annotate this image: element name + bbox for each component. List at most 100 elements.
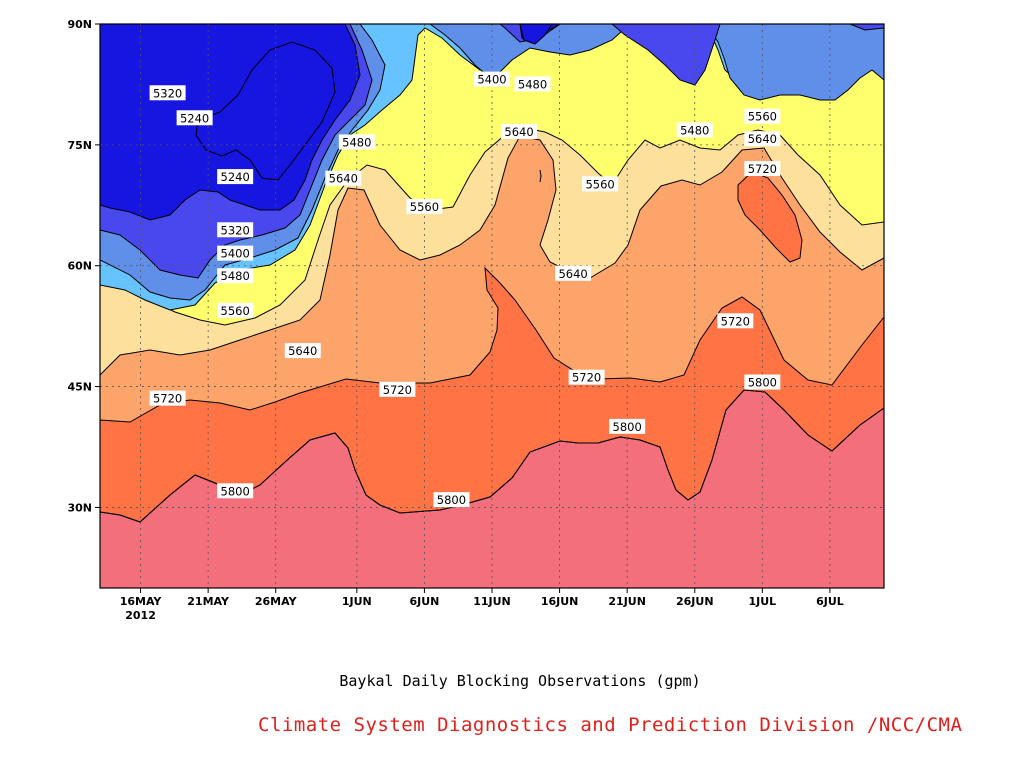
contour-label-bg-4 (217, 245, 254, 261)
contour-label-bg-23 (744, 108, 781, 124)
contour-label-bg-14 (433, 492, 470, 508)
contour-label-bg-16 (514, 76, 551, 92)
contour-label-26: 5720 (717, 313, 754, 329)
y-tick-label-0: 30N (67, 501, 92, 514)
contour-label-14: 5800 (433, 492, 470, 508)
x-tick-label-8: 26JUN (676, 595, 714, 608)
contour-label-24: 5640 (744, 131, 781, 147)
contour-label-text-16: 5480 (518, 77, 547, 91)
y-tick-label-1: 45N (67, 381, 92, 394)
y-tick-label-3: 75N (67, 139, 92, 152)
contour-label-bg-20 (568, 369, 605, 385)
contour-label-17: 5640 (501, 123, 538, 139)
contour-label-text-14: 5800 (437, 493, 466, 507)
x-tick-label-6: 16JUN (541, 595, 579, 608)
contour-label-bg-11 (325, 170, 362, 186)
contour-label-text-20: 5720 (572, 371, 601, 385)
contour-label-text-18: 5560 (585, 177, 614, 191)
contour-label-22: 5480 (676, 122, 713, 138)
contour-label-text-27: 5800 (748, 376, 777, 390)
contour-5240-cell-b (519, 24, 553, 45)
y-tick-label-4: 90N (67, 18, 92, 31)
contour-label-bg-25 (744, 161, 781, 177)
contour-label-0: 5320 (149, 85, 186, 101)
contour-label-text-1: 5240 (180, 111, 209, 125)
contour-label-1: 5240 (176, 110, 213, 126)
contour-label-19: 5640 (555, 265, 592, 281)
contour-label-bg-8 (149, 390, 186, 406)
contour-label-text-3: 5320 (221, 223, 250, 237)
contour-label-text-22: 5480 (680, 123, 709, 137)
contour-label-4: 5400 (217, 245, 254, 261)
contour-label-bg-13 (379, 381, 416, 397)
contour-label-bg-22 (676, 122, 713, 138)
contour-label-6: 5560 (217, 302, 254, 318)
contour-label-text-8: 5720 (153, 392, 182, 406)
contour-label-bg-0 (149, 85, 186, 101)
contour-label-8: 5720 (149, 390, 186, 406)
contour-label-9: 5800 (217, 483, 254, 499)
contour-label-text-17: 5640 (504, 125, 533, 139)
contour-label-21: 5800 (609, 418, 646, 434)
x-tick-sublabel-0: 2012 (125, 609, 156, 622)
contour-label-bg-27 (744, 374, 781, 390)
x-tick-label-9: 1JUL (748, 595, 776, 608)
contour-label-text-23: 5560 (748, 110, 777, 124)
contour-label-20: 5720 (568, 369, 605, 385)
contour-label-25: 5720 (744, 161, 781, 177)
contour-label-bg-26 (717, 313, 754, 329)
contour-label-13: 5720 (379, 381, 416, 397)
contour-label-bg-9 (217, 483, 254, 499)
x-tick-label-5: 11JUN (473, 595, 511, 608)
contour-label-text-4: 5400 (221, 247, 250, 261)
contour-label-3: 5320 (217, 222, 254, 238)
contour-label-text-7: 5640 (288, 344, 317, 358)
contour-label-bg-7 (284, 343, 321, 359)
contour-5720-closed (737, 171, 803, 263)
contour-label-bg-24 (744, 131, 781, 147)
contour-label-bg-17 (501, 123, 538, 139)
contour-label-16: 5480 (514, 76, 551, 92)
contour-label-bg-6 (217, 302, 254, 318)
contour-label-text-24: 5640 (748, 132, 777, 146)
contour-label-text-2: 5240 (221, 170, 250, 184)
contour-label-text-0: 5320 (153, 86, 182, 100)
contour-label-2: 5240 (217, 169, 254, 185)
contour-label-text-11: 5640 (329, 172, 358, 186)
contour-label-text-5: 5480 (221, 269, 250, 283)
credit-line: Climate System Diagnostics and Predictio… (258, 714, 963, 736)
contour-label-text-26: 5720 (721, 314, 750, 328)
contour-label-bg-10 (338, 134, 375, 150)
contour-label-bg-18 (582, 176, 619, 192)
contour-label-text-9: 5800 (221, 484, 250, 498)
contour-label-23: 5560 (744, 108, 781, 124)
contour-label-bg-19 (555, 265, 592, 281)
contour-label-bg-15 (474, 71, 510, 87)
x-tick-label-3: 1JUN (342, 595, 372, 608)
contour-label-11: 5640 (325, 170, 362, 186)
contour-label-7: 5640 (284, 343, 321, 359)
x-tick-label-10: 6JUL (816, 595, 844, 608)
contour-labels: 5320 5240 5240 5320 5400 5480 5560 5640 5720 5800… (149, 71, 781, 508)
contour-label-18: 5560 (582, 176, 619, 192)
contour-label-12: 5560 (406, 198, 443, 214)
contour-label-15: 5400 (474, 71, 510, 87)
y-tick-label-2: 60N (67, 260, 92, 273)
contour-label-text-25: 5720 (748, 162, 777, 176)
contour-label-bg-12 (406, 198, 443, 214)
contour-label-bg-21 (609, 418, 646, 434)
contour-label-bg-1 (176, 110, 213, 126)
contour-label-text-21: 5800 (613, 420, 642, 434)
contour-label-text-15: 5400 (477, 73, 506, 87)
contour-label-bg-2 (217, 169, 254, 185)
contour-label-10: 5480 (338, 134, 375, 150)
x-tick-label-1: 21MAY (187, 595, 230, 608)
chart-caption: Baykal Daily Blocking Observations (gpm) (339, 672, 701, 690)
x-tick-label-7: 21JUN (608, 595, 646, 608)
contour-5240-cell-a (195, 41, 336, 181)
contour-label-text-6: 5560 (221, 304, 250, 318)
contour-5640-tick (539, 169, 542, 183)
contour-label-bg-3 (217, 222, 254, 238)
